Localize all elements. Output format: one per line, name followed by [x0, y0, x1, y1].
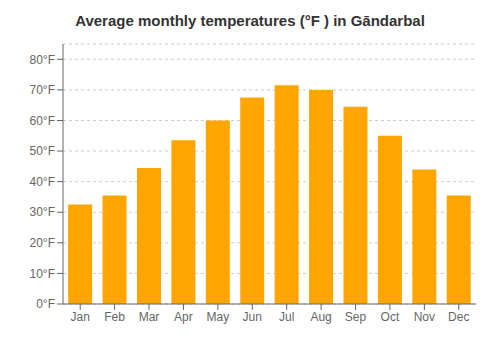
- html-text:Average monthly temperatures (: Average monthly temperatures (°F ) in Gā…: [75, 12, 425, 29]
- svg-text:20°F: 20°F: [30, 236, 55, 250]
- svg-text:0°F: 0°F: [36, 297, 55, 311]
- svg-text:Jul: Jul: [279, 310, 294, 324]
- svg-text:30°F: 30°F: [30, 205, 55, 219]
- svg-text:Feb: Feb: [104, 310, 125, 324]
- svg-text:Aug: Aug: [310, 310, 331, 324]
- svg-text:70°F: 70°F: [30, 83, 55, 97]
- svg-text:Jun: Jun: [243, 310, 262, 324]
- svg-text:Jan: Jan: [71, 310, 90, 324]
- svg-text:Oct: Oct: [381, 310, 400, 324]
- svg-text:60°F: 60°F: [30, 114, 55, 128]
- svg-text:10°F: 10°F: [30, 267, 55, 281]
- svg-text:Sep: Sep: [345, 310, 367, 324]
- svg-text:50°F: 50°F: [30, 144, 55, 158]
- svg-text:40°F: 40°F: [30, 175, 55, 189]
- svg-text:80°F: 80°F: [30, 53, 55, 67]
- svg-text:Mar: Mar: [139, 310, 160, 324]
- svg-text:Apr: Apr: [174, 310, 193, 324]
- svg-text:Dec: Dec: [448, 310, 469, 324]
- svg-text:Nov: Nov: [414, 310, 435, 324]
- svg-text:May: May: [207, 310, 230, 324]
